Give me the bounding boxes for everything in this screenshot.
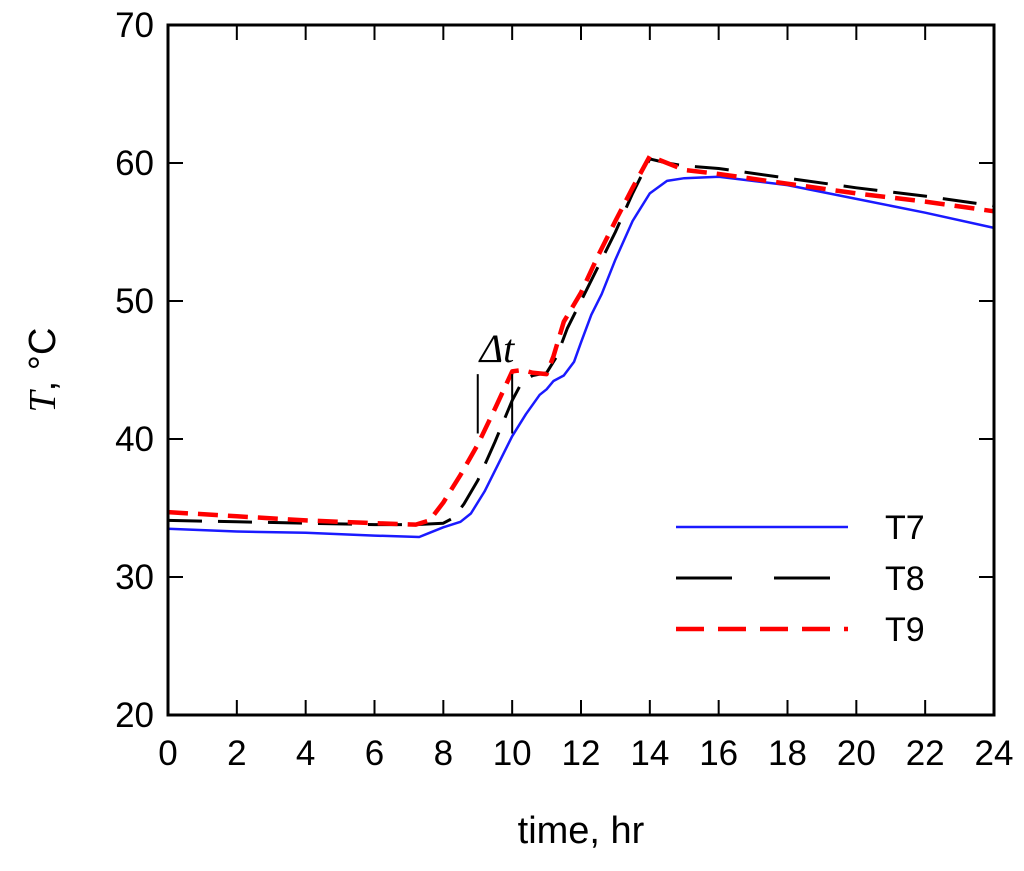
legend-label-t9: T9 <box>885 611 925 649</box>
x-axis-label: time, hr <box>518 810 645 852</box>
x-tick-label: 8 <box>434 734 453 773</box>
plot-series <box>167 153 995 539</box>
y-axis-label-unit: , °C <box>22 328 64 392</box>
legend-label-t8: T8 <box>885 560 925 598</box>
plot-frame <box>166 23 996 717</box>
x-tick-label: 16 <box>699 734 738 773</box>
x-tick-label: 0 <box>158 734 177 773</box>
delta-t-annotation: Δt <box>476 326 515 434</box>
x-tick-label: 14 <box>630 734 669 773</box>
x-tick-label: 2 <box>227 734 246 773</box>
y-tick-label: 60 <box>115 144 154 183</box>
series-line-t8 <box>167 157 995 527</box>
x-tick-label: 22 <box>906 734 945 773</box>
y-axis-label: T, °C <box>22 328 64 413</box>
axis-ticks <box>167 24 995 716</box>
y-tick-label: 20 <box>115 696 154 735</box>
y-tick-label: 30 <box>115 558 154 597</box>
x-tick-label: 20 <box>837 734 876 773</box>
legend-label-t7: T7 <box>885 509 925 547</box>
series-line-t9 <box>167 153 995 527</box>
delta-t-label: Δt <box>478 326 515 371</box>
x-tick-label: 10 <box>493 734 532 773</box>
y-axis-label-symbol: T <box>22 388 64 412</box>
y-tick-label: 70 <box>115 6 154 45</box>
series-line-t7 <box>167 175 995 539</box>
x-tick-label: 24 <box>975 734 1014 773</box>
y-tick-label: 40 <box>115 420 154 459</box>
x-tick-label: 6 <box>365 734 384 773</box>
x-tick-label: 12 <box>562 734 601 773</box>
y-tick-label: 50 <box>115 282 154 321</box>
x-tick-label: 18 <box>768 734 807 773</box>
x-tick-label: 4 <box>296 734 315 773</box>
legend: T7 T8 T9 <box>676 509 925 649</box>
